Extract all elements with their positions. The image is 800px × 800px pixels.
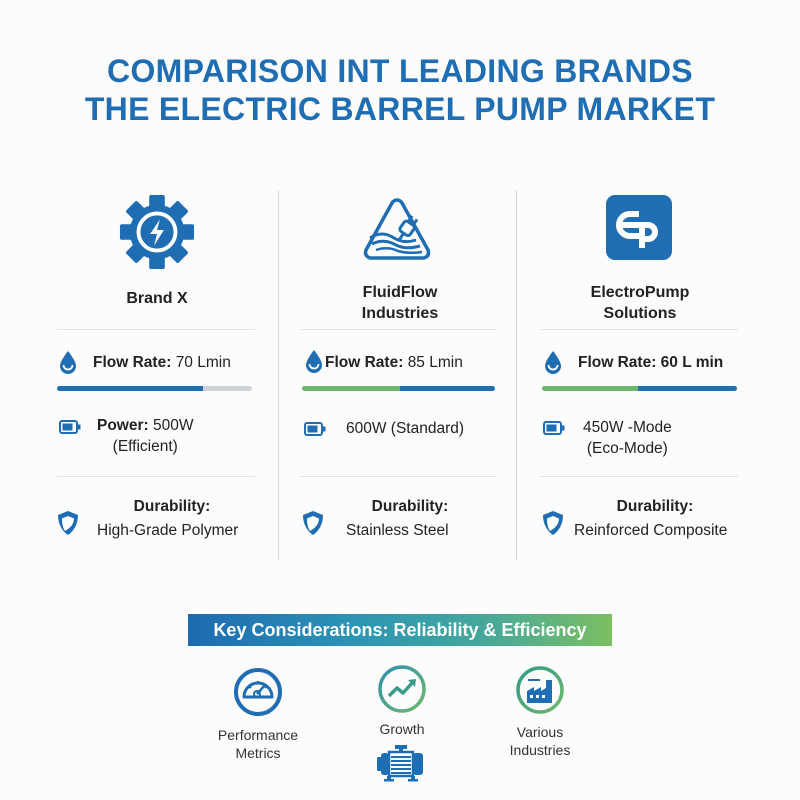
flow-rate-label: Flow Rate: [93,354,172,371]
water-drop-icon [60,351,76,374]
section-divider [540,329,738,330]
power-value: 500W [153,417,194,434]
section-divider [57,329,255,330]
brand-name: FluidFlow Industries [361,284,439,322]
power-note: (Efficient) [112,438,178,455]
flow-bar-segment-blue [637,386,737,391]
factory-icon [516,666,564,714]
motor-pump-icon [377,745,423,782]
power-value: 600W (Standard) [346,420,465,437]
flow-bar-segment-blue [400,386,495,391]
title-line-1: COMPARISON INT LEADING BRANDS [107,53,693,89]
durability-value: Stainless Steel [346,522,449,539]
power-row: 450W -Mode (Eco-Mode) [543,417,672,459]
battery-icon [59,420,81,434]
flow-bar-segment-green [302,386,401,391]
brand-name: Brand X [126,290,188,307]
water-drop-icon [545,351,561,374]
power-row: Power: 500W (Efficient) [59,415,194,457]
durability-value: High-Grade Polymer [97,522,239,539]
durability-label: Durability: [371,498,449,515]
section-divider [540,476,738,477]
flow-rate-label: Flow Rate: 60 L min [578,354,724,371]
shield-icon [543,511,563,535]
flow-rate-bar [57,386,252,391]
durability-value: Reinforced Composite [574,522,728,539]
growth-chart-icon [378,665,426,713]
flow-rate-row: Flow Rate: 85 Lmin [305,349,463,373]
column-divider [278,190,279,560]
feature-growth: Growth [362,664,442,738]
shield-icon [303,511,323,535]
battery-icon [304,422,326,436]
brand-card-electropump: ElectroPump Solutions Flow Rate: 60 L mi… [540,190,740,560]
flow-rate-label: Flow Rate: [325,354,404,371]
power-value: 450W -Mode [583,419,672,436]
flow-rate-bar [302,386,495,391]
flow-rate-row: Flow Rate: 60 L min [544,350,723,374]
gear-lightning-icon [119,194,195,270]
feature-performance-metrics: Performance Metrics [208,667,308,762]
flow-rate-row: Flow Rate: 70 Lmin [59,350,231,374]
section-divider [300,329,497,330]
flow-bar-segment-green [542,386,638,391]
brand-card-brand-x: Brand X Flow Rate: 70 Lmin Power: 500W (… [57,190,257,560]
section-divider [300,476,497,477]
flow-bar-fill [57,386,204,391]
shield-icon [58,511,78,535]
speedometer-icon [234,668,282,716]
ep-monogram-icon [606,195,672,260]
flow-rate-value: 70 Lmin [175,354,231,371]
battery-icon [543,421,565,435]
column-divider [516,190,517,560]
power-note: (Eco-Mode) [586,440,668,457]
brand-card-fluidflow: FluidFlow Industries Flow Rate: 85 Lmin … [300,190,500,560]
page-title: COMPARISON INT LEADING BRANDS THE ELECTR… [0,52,800,128]
flow-rate-value: 85 Lmin [407,354,463,371]
title-line-2: THE ELECTRIC BARREL PUMP MARKET [84,91,716,127]
brand-name: ElectroPump Solutions [590,284,690,322]
power-row: 600W (Standard) [304,418,464,439]
durability-label: Durability: [133,498,211,515]
durability-label: Durability: [616,498,694,515]
triangle-wave-plug-icon [363,198,431,260]
power-label: Power: [97,417,149,434]
water-drop-icon [306,350,322,373]
feature-various-industries: Various Industries [490,665,590,759]
key-considerations-banner: Key Considerations: Reliability & Effici… [188,614,612,646]
flow-rate-bar [542,386,737,391]
section-divider [57,476,255,477]
flow-bar-track [203,386,252,391]
